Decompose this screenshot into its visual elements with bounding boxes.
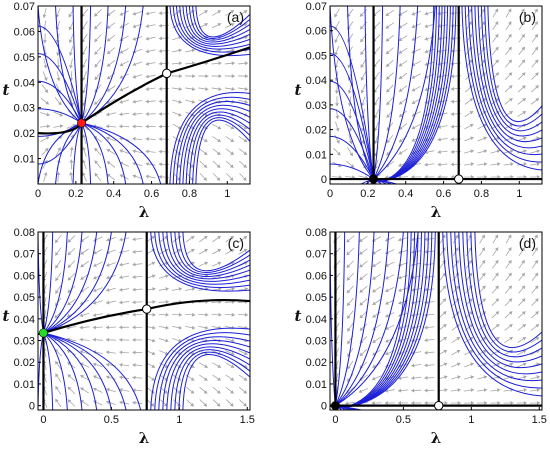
separatrices	[38, 232, 250, 410]
x-tick-label: 1	[176, 414, 182, 426]
y-tick-label: 0.07	[306, 249, 327, 261]
axes-frame	[37, 231, 251, 411]
trajectories	[38, 6, 250, 184]
stable-node-marker	[77, 118, 87, 128]
panel-d: 0 0.5 1 1.5 0 0.01 0.02 0.03 0.04 0.05 0.06 0.07 0.0…	[295, 227, 547, 447]
y-tick-label: 0.01	[14, 154, 35, 166]
x-tick-label: 0.6	[144, 188, 159, 200]
x-tick-label: 0	[327, 188, 333, 200]
trajectories	[330, 6, 542, 184]
panel-label: (b)	[519, 9, 536, 25]
separatrices	[38, 6, 250, 184]
y-tick-label: 0.08	[306, 227, 327, 239]
y-axis-label: t	[295, 307, 302, 325]
x-tick-label: 1.5	[240, 414, 255, 426]
y-tick-label: 0.04	[306, 75, 327, 87]
panel-label: (c)	[228, 235, 244, 251]
y-axis-label: t	[3, 81, 10, 99]
x-tick-label: 0	[40, 414, 46, 426]
y-tick-label: 0.05	[306, 50, 327, 62]
y-tick-label: 0.05	[14, 292, 35, 304]
x-tick-label: 0.8	[182, 188, 197, 200]
y-tick-label: 0.06	[14, 270, 35, 282]
axes-frame	[329, 5, 543, 185]
x-axis-label: λ	[431, 203, 442, 221]
y-tick-label: 0	[321, 174, 327, 186]
y-axis-label: t	[295, 81, 302, 99]
trajectories	[330, 232, 542, 410]
y-tick-label: 0.01	[14, 379, 35, 391]
y-tick-label: 0.07	[306, 1, 327, 13]
y-tick-label: 0.06	[306, 270, 327, 282]
x-tick-label: 0.2	[68, 188, 83, 200]
axes-frame	[329, 231, 543, 411]
x-tick-label: 0.4	[106, 188, 121, 200]
x-tick-label: 0.8	[474, 188, 489, 200]
x-tick-label: 1	[516, 188, 522, 200]
y-tick-label: 0.01	[306, 149, 327, 161]
separatrices	[330, 6, 542, 184]
saddle-point-marker	[162, 68, 172, 79]
y-tick-label: 0.04	[306, 314, 327, 326]
x-tick-label: 0.5	[396, 414, 411, 426]
saddle-point-marker	[434, 400, 444, 411]
x-tick-label: 1	[468, 414, 474, 426]
vector-field	[331, 8, 541, 181]
stable-node-marker	[369, 174, 379, 184]
saddle-point-marker	[454, 174, 464, 184]
x-tick-label: 0.4	[398, 188, 413, 200]
y-tick-label: 0.02	[14, 357, 35, 369]
plot-area	[330, 6, 542, 184]
plot-area	[38, 6, 250, 184]
y-tick-label: 0.07	[14, 249, 35, 261]
y-tick-label: 0.05	[14, 52, 35, 64]
y-axis-label: t	[3, 307, 10, 325]
panel-b: 0 0.2 0.4 0.6 0.8 1 0 0.01 0.02 0.03 0.04 0.05 0.06 0…	[295, 1, 543, 221]
y-tick-label: 0.04	[14, 314, 35, 326]
trajectories	[38, 232, 250, 410]
y-tick-label: 0.03	[14, 103, 35, 115]
plot-area	[330, 232, 542, 410]
y-tick-label: 0.03	[306, 336, 327, 348]
x-tick-label: 0	[35, 188, 41, 200]
vector-field	[42, 234, 249, 408]
y-tick-label: 0	[29, 401, 35, 413]
panel-c: 0 0.5 1 1.5 0 0.01 0.02 0.03 0.04 0.05 0.06 0.07 0.0…	[3, 227, 255, 447]
y-tick-label: 0.04	[14, 77, 35, 89]
y-tick-label: 0	[321, 401, 327, 413]
y-tick-label: 0.02	[306, 357, 327, 369]
y-tick-label: 0.07	[14, 1, 35, 13]
y-tick-label: 0.05	[306, 292, 327, 304]
saddle-point-marker	[142, 304, 152, 314]
stable-node-marker	[38, 328, 48, 338]
y-tick-label: 0.02	[306, 125, 327, 137]
x-axis-label: λ	[139, 203, 150, 221]
x-tick-label: 0.5	[104, 414, 119, 426]
y-tick-label: 0.06	[306, 26, 327, 38]
panel-label: (d)	[519, 235, 536, 251]
y-tick-label: 0.06	[14, 26, 35, 38]
x-tick-label: 1.5	[532, 414, 547, 426]
x-tick-label: 0	[332, 414, 338, 426]
y-tick-label: 0.08	[14, 227, 35, 239]
axes-frame	[37, 5, 251, 185]
panel-a: 0 0.2 0.4 0.6 0.8 1 0.01 0.02 0.03 0.04 0.05 0.06 0.…	[3, 1, 251, 221]
y-tick-label: 0.02	[14, 128, 35, 140]
y-tick-label: 0.03	[14, 336, 35, 348]
x-tick-label: 0.2	[360, 188, 375, 200]
x-axis-label: λ	[139, 429, 150, 447]
x-axis-label: λ	[431, 429, 442, 447]
y-tick-label: 0.03	[306, 100, 327, 112]
x-tick-label: 0.6	[436, 188, 451, 200]
x-tick-label: 1	[224, 188, 230, 200]
panel-label: (a)	[227, 9, 244, 25]
plot-area	[38, 232, 250, 410]
y-tick-label: 0.01	[306, 379, 327, 391]
